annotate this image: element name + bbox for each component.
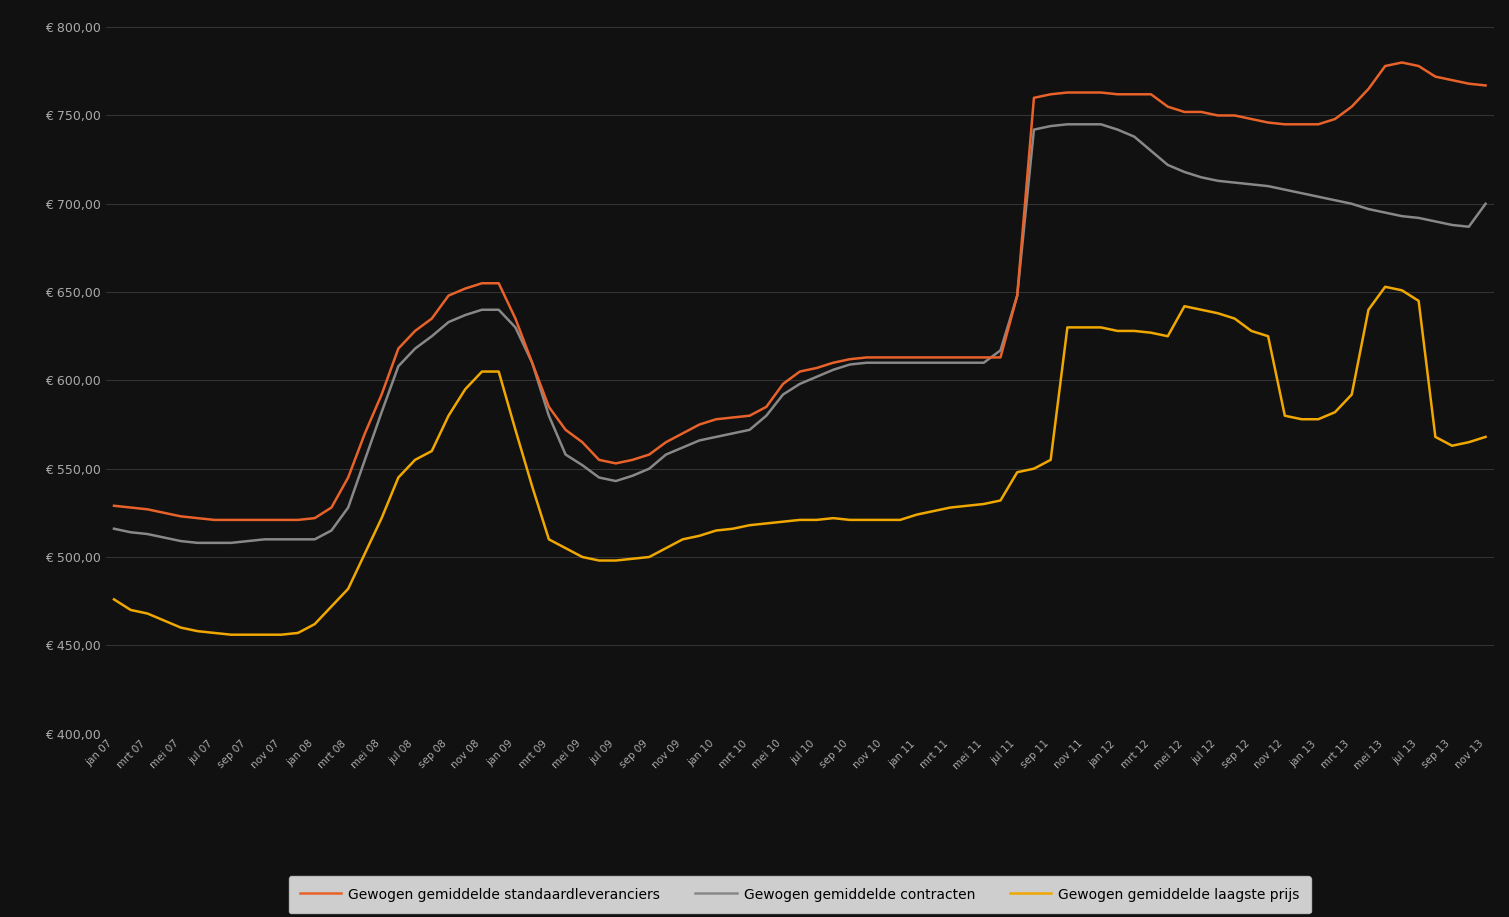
Gewogen gemiddelde standaardleveranciers (323, 502, 341, 513)
Gewogen gemiddelde standaardleveranciers (1192, 106, 1210, 117)
Gewogen gemiddelde laagste prijs (222, 629, 240, 640)
Gewogen gemiddelde contracten (205, 537, 223, 548)
Gewogen gemiddelde contracten (942, 358, 960, 369)
Legend: Gewogen gemiddelde standaardleveranciers, Gewogen gemiddelde contracten, Gewogen: Gewogen gemiddelde standaardleveranciers… (288, 877, 1311, 913)
Gewogen gemiddelde standaardleveranciers (189, 513, 207, 524)
Gewogen gemiddelde standaardleveranciers (1476, 80, 1494, 91)
Gewogen gemiddelde contracten (1476, 198, 1494, 209)
Gewogen gemiddelde laagste prijs (406, 454, 424, 465)
Gewogen gemiddelde laagste prijs (1192, 304, 1210, 315)
Line: Gewogen gemiddelde laagste prijs: Gewogen gemiddelde laagste prijs (115, 287, 1485, 635)
Gewogen gemiddelde contracten (1126, 131, 1144, 142)
Gewogen gemiddelde laagste prijs (1376, 282, 1394, 293)
Line: Gewogen gemiddelde contracten: Gewogen gemiddelde contracten (115, 125, 1485, 543)
Gewogen gemiddelde standaardleveranciers (406, 326, 424, 337)
Gewogen gemiddelde contracten (189, 537, 207, 548)
Gewogen gemiddelde standaardleveranciers (1109, 89, 1127, 100)
Gewogen gemiddelde contracten (323, 525, 341, 536)
Gewogen gemiddelde contracten (406, 343, 424, 354)
Line: Gewogen gemiddelde standaardleveranciers: Gewogen gemiddelde standaardleveranciers (115, 62, 1485, 520)
Gewogen gemiddelde laagste prijs (323, 601, 341, 612)
Gewogen gemiddelde contracten (106, 524, 124, 535)
Gewogen gemiddelde standaardleveranciers (106, 501, 124, 512)
Gewogen gemiddelde laagste prijs (942, 502, 960, 513)
Gewogen gemiddelde laagste prijs (106, 594, 124, 605)
Gewogen gemiddelde laagste prijs (1109, 326, 1127, 337)
Gewogen gemiddelde laagste prijs (189, 625, 207, 636)
Gewogen gemiddelde contracten (1209, 175, 1227, 186)
Gewogen gemiddelde laagste prijs (1476, 431, 1494, 442)
Gewogen gemiddelde standaardleveranciers (942, 352, 960, 363)
Gewogen gemiddelde standaardleveranciers (205, 514, 223, 525)
Gewogen gemiddelde contracten (1058, 119, 1076, 130)
Gewogen gemiddelde standaardleveranciers (1393, 57, 1411, 68)
